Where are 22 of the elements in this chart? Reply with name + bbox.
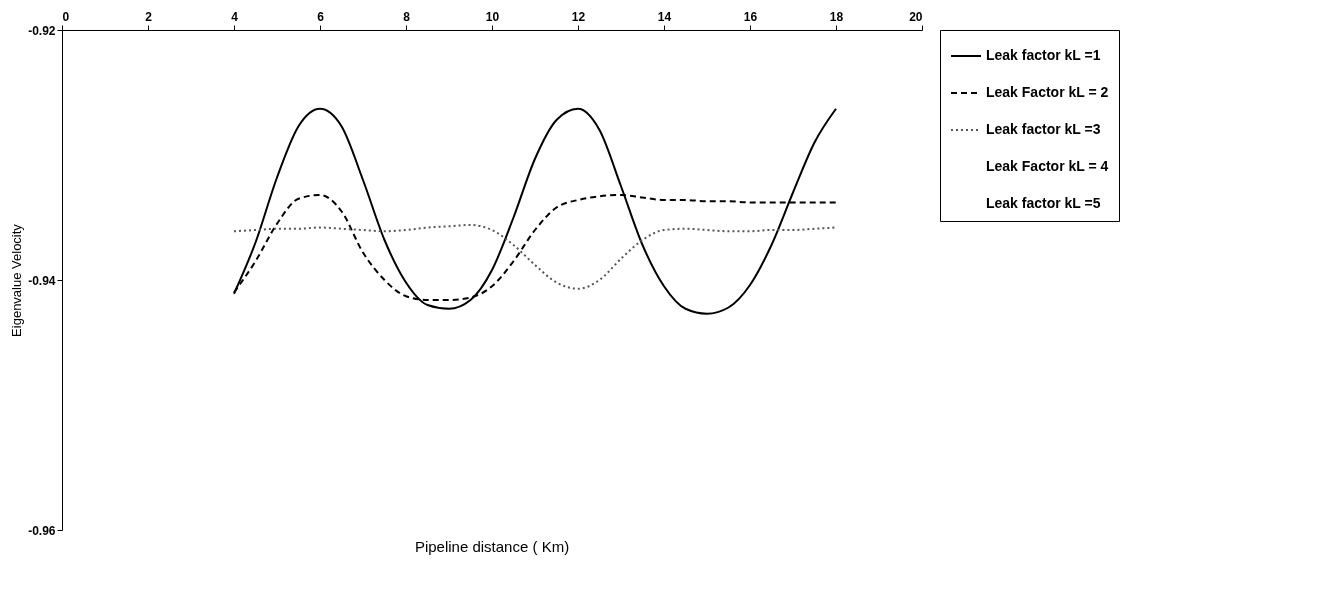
x-tick-label: 14 <box>657 9 672 24</box>
text: Leak factor kL =5 <box>986 195 1101 211</box>
x-tick-label: 0 <box>62 9 70 24</box>
y-axis-title: Eigenvalue Velocity <box>9 223 25 337</box>
x-tick-label: 4 <box>231 9 239 24</box>
x-tick-label: 20 <box>909 9 923 24</box>
x-tick-label: 6 <box>317 9 325 24</box>
x-tick-label: 2 <box>145 9 153 24</box>
legend-label: Leak factor kL =1 <box>986 47 1101 63</box>
y-tick-label: -0.94 <box>28 273 56 288</box>
text: Leak Factor kL = 4 <box>986 158 1109 174</box>
y-tick-label: -0.96 <box>28 523 56 538</box>
legend-label: Leak factor kL =3 <box>986 121 1101 137</box>
line-series <box>233 224 837 290</box>
x-axis-title: Pipeline distance ( Km) <box>414 538 570 555</box>
x-tick-label: 12 <box>571 9 586 24</box>
legend-label: Leak Factor kL = 2 <box>986 84 1109 100</box>
x-tick-label: 16 <box>743 9 758 24</box>
x-tick-label: 18 <box>829 9 844 24</box>
x-tick-label: 8 <box>403 9 411 24</box>
y-tick-label: -0.92 <box>28 23 56 38</box>
x-tick-label: 10 <box>485 9 500 24</box>
